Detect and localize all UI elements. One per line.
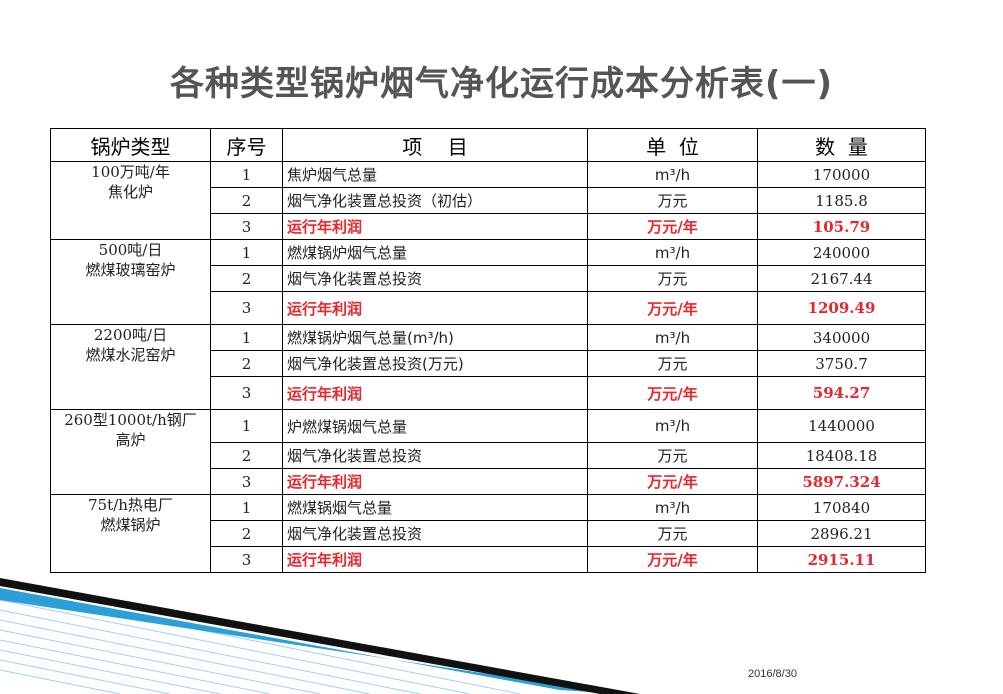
page-title: 各种类型锅炉烟气净化运行成本分析表(一): [169, 64, 834, 104]
row-number: 3: [210, 546, 283, 573]
boiler-type-line: 燃煤锅炉: [100, 516, 161, 534]
quantity-cell: 170000: [757, 161, 926, 188]
boiler-type-line: 500吨/日: [98, 241, 163, 259]
quantity-cell: 170840: [757, 494, 926, 521]
item-cell: 燃煤锅炉烟气总量(m³/h): [282, 324, 588, 351]
boiler-type-line: 焦化炉: [107, 183, 153, 201]
unit-cell: 万元/年: [587, 213, 758, 240]
row-number: 2: [210, 350, 283, 377]
item-cell: 烟气净化装置总投资（初估）: [282, 187, 588, 214]
dark-swoosh: [0, 578, 640, 694]
item-cell: 运行年利润: [282, 291, 588, 325]
item-cell: 燃煤锅炉烟气总量: [282, 239, 588, 266]
quantity-cell: 1209.49: [757, 291, 926, 325]
boiler-type-cell: 500吨/日 燃煤玻璃窑炉: [50, 239, 211, 325]
quantity-cell: 5897.324: [757, 468, 926, 495]
boiler-type-line: 75t/h热电厂: [88, 496, 173, 514]
item-cell: 烟气净化装置总投资: [282, 265, 588, 292]
table-row: 500吨/日 燃煤玻璃窑炉 1 燃煤锅炉烟气总量 m³/h 240000: [50, 239, 926, 325]
row-number: 1: [210, 239, 283, 266]
boiler-type-line: 高炉: [115, 431, 146, 449]
quantity-cell: 1185.8: [757, 187, 926, 214]
table-row: 2 烟气净化装置总投资 万元 2896.21: [51, 520, 926, 547]
header-qty: 数 量: [757, 128, 926, 162]
boiler-type-cell: 75t/h热电厂 燃煤锅炉: [50, 494, 211, 573]
unit-cell: 万元/年: [587, 376, 758, 410]
item-cell: 炉燃煤锅烟气总量: [282, 409, 588, 443]
table-row: 2 烟气净化装置总投资 万元 18408.18: [51, 442, 926, 469]
unit-cell: 万元: [587, 187, 758, 214]
boiler-type-cell: 100万吨/年 焦化炉: [50, 161, 211, 240]
row-number: 1: [210, 161, 283, 188]
unit-cell: m³/h: [587, 494, 758, 521]
quantity-cell: 240000: [757, 239, 926, 266]
item-cell: 运行年利润: [282, 546, 588, 573]
item-cell: 焦炉烟气总量: [282, 161, 588, 188]
unit-cell: m³/h: [587, 239, 758, 266]
boiler-type-line: 260型1000t/h钢厂: [64, 411, 197, 429]
quantity-cell: 105.79: [757, 213, 926, 240]
row-number: 2: [210, 265, 283, 292]
row-number: 3: [210, 213, 283, 240]
row-number: 1: [210, 494, 283, 521]
boiler-type-cell: 260型1000t/h钢厂 高炉: [50, 409, 211, 495]
unit-cell: m³/h: [587, 324, 758, 351]
table-row: 2200吨/日 燃煤水泥窑炉 1 燃煤锅炉烟气总量(m³/h) m³/h 340…: [50, 324, 926, 410]
unit-cell: m³/h: [587, 409, 758, 443]
unit-cell: 万元: [587, 442, 758, 469]
table-row: 2 烟气净化装置总投资（初估） 万元 1185.8: [51, 187, 926, 214]
quantity-cell: 2167.44: [757, 265, 926, 292]
table-row: 2 烟气净化装置总投资 万元 2167.44: [51, 265, 926, 292]
row-number: 2: [210, 187, 283, 214]
quantity-cell: 2896.21: [757, 520, 926, 547]
quantity-cell: 1440000: [757, 409, 926, 443]
boiler-type-line: 2200吨/日: [93, 326, 168, 344]
unit-cell: 万元: [587, 520, 758, 547]
quantity-cell: 18408.18: [757, 442, 926, 469]
item-cell: 烟气净化装置总投资: [282, 520, 588, 547]
cost-analysis-table: 锅炉类型 序号 项 目 单 位 数 量 100万吨/年 焦化炉 1 焦炉烟气总量…: [50, 128, 926, 573]
boiler-type-cell: 2200吨/日 燃煤水泥窑炉: [50, 324, 211, 410]
quantity-cell: 3750.7: [757, 350, 926, 377]
item-cell: 运行年利润: [282, 468, 588, 495]
header-unit: 单 位: [587, 128, 758, 162]
table-row: 2 烟气净化装置总投资(万元) 万元 3750.7: [51, 350, 926, 377]
item-cell: 运行年利润: [282, 376, 588, 410]
slide-date: 2016/8/30: [748, 668, 797, 680]
unit-cell: 万元/年: [587, 546, 758, 573]
row-number: 3: [210, 291, 283, 325]
quantity-cell: 594.27: [757, 376, 926, 410]
row-number: 3: [210, 468, 283, 495]
boiler-type-line: 燃煤玻璃窑炉: [85, 261, 176, 279]
unit-cell: m³/h: [587, 161, 758, 188]
row-number: 2: [210, 520, 283, 547]
unit-cell: 万元: [587, 265, 758, 292]
quantity-cell: 2915.11: [757, 546, 926, 573]
row-number: 1: [210, 409, 283, 443]
item-cell: 烟气净化装置总投资(万元): [282, 350, 588, 377]
table-row: 75t/h热电厂 燃煤锅炉 1 燃煤锅烟气总量 m³/h 170840: [50, 494, 926, 573]
row-number: 1: [210, 324, 283, 351]
unit-cell: 万元: [587, 350, 758, 377]
header-no: 序号: [210, 128, 283, 162]
item-cell: 运行年利润: [282, 213, 588, 240]
boiler-type-line: 100万吨/年: [91, 163, 170, 181]
header-item: 项 目: [282, 128, 588, 162]
item-cell: 烟气净化装置总投资: [282, 442, 588, 469]
item-cell: 燃煤锅烟气总量: [282, 494, 588, 521]
table-row: 3 运行年利润 万元/年 105.79: [51, 213, 926, 240]
unit-cell: 万元/年: [587, 468, 758, 495]
row-number: 2: [210, 442, 283, 469]
unit-cell: 万元/年: [587, 291, 758, 325]
table-row: 3 运行年利润 万元/年 2915.11: [51, 546, 926, 573]
row-number: 3: [210, 376, 283, 410]
quantity-cell: 340000: [757, 324, 926, 351]
header-type: 锅炉类型: [50, 128, 211, 162]
table-row: 260型1000t/h钢厂 高炉 1 炉燃煤锅烟气总量 m³/h 1440000: [50, 409, 926, 495]
boiler-type-line: 燃煤水泥窑炉: [85, 346, 176, 364]
table-row: 100万吨/年 焦化炉 1 焦炉烟气总量 m³/h 170000: [50, 161, 926, 240]
stripe-lines: [0, 589, 521, 694]
header-row: 锅炉类型 序号 项 目 单 位 数 量: [50, 128, 926, 162]
